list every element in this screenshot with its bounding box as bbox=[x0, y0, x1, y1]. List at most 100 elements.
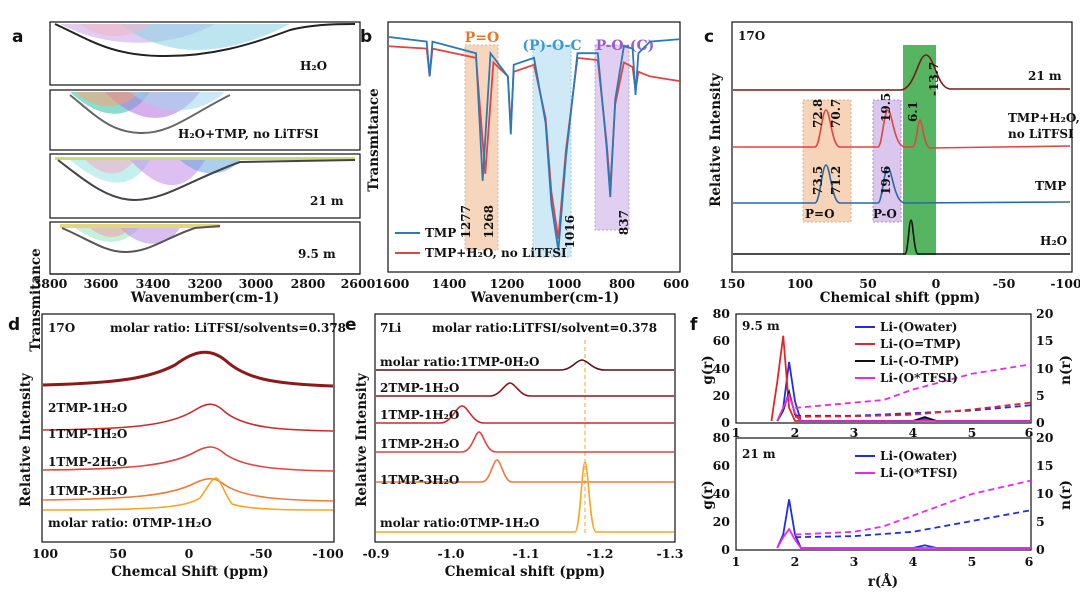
ytick: 20 bbox=[1036, 430, 1054, 445]
panel-a-sub2-envelope bbox=[69, 94, 231, 135]
panel-e-trace-2 bbox=[376, 405, 674, 424]
panel-e-trace-label: molar ratio:1TMP-0H₂O bbox=[380, 355, 539, 369]
panel-b-ylabel: Transmitance bbox=[366, 88, 382, 191]
panel-c-xtick: 50 bbox=[859, 276, 877, 291]
ytick: 40 bbox=[713, 361, 731, 376]
panel-d-note: molar ratio: LiTFSI/solvents=0.378 bbox=[110, 321, 346, 335]
panel-e-trace-label: 1TMP-1H₂O bbox=[380, 408, 459, 422]
panel-a-xtick: 3400 bbox=[136, 276, 171, 291]
panel-d-trace-0tmp bbox=[42, 477, 334, 511]
panel-e-frame bbox=[374, 313, 676, 543]
panel-b-xlabel: Wavenumber(cm-1) bbox=[470, 290, 620, 306]
xtick: 2 bbox=[791, 425, 800, 440]
panel-d-xlabel: Chemcal Shift (ppm) bbox=[111, 564, 269, 580]
panel-f-top-yticks-left: 0 20 40 60 80 bbox=[713, 306, 731, 430]
panel-b-peak: 837 bbox=[617, 210, 631, 235]
panel-a-xtick: 3600 bbox=[84, 276, 119, 291]
panel-b-lines bbox=[388, 36, 680, 251]
panel-f-top-ylabel-right: n(r) bbox=[1058, 355, 1074, 385]
panel-b-xtick: 1600 bbox=[375, 276, 410, 291]
ytick: 40 bbox=[713, 486, 731, 501]
panel-e-xtick: -1.2 bbox=[587, 546, 614, 561]
panel-f-series-6 bbox=[794, 363, 1032, 409]
ytick: 5 bbox=[1036, 388, 1045, 403]
ytick: 0 bbox=[1036, 542, 1045, 557]
xtick: 6 bbox=[1025, 554, 1034, 569]
panel-b-series-tmp bbox=[388, 36, 680, 251]
panel-a-sub1-frame bbox=[49, 21, 361, 86]
xtick: 1 bbox=[732, 554, 741, 569]
panel-f-series-3 bbox=[776, 392, 1031, 422]
panel-e-xtick: -1.0 bbox=[438, 546, 465, 561]
panel-b: b Transmitance P=O (P)-O-C P-O-(C) 1277 … bbox=[360, 21, 689, 306]
panel-c-trace-label: H₂O bbox=[1040, 234, 1067, 248]
panel-b-peak: 1016 bbox=[563, 215, 577, 248]
panel-c-xtick: 150 bbox=[719, 276, 745, 291]
panel-c-trace-h2o bbox=[733, 219, 1070, 255]
ytick: 15 bbox=[1036, 333, 1053, 348]
ytick: 15 bbox=[1036, 458, 1053, 473]
panel-d-trace-label: molar ratio: 0TMP-1H₂O bbox=[48, 516, 212, 530]
panel-a-ylabel: Transmitance bbox=[28, 248, 44, 351]
panel-d-frame bbox=[41, 313, 335, 543]
panel-b-legend-label: TMP+H₂O, no LiTFSI bbox=[425, 246, 567, 260]
panel-f-xlabel: r(Å) bbox=[868, 574, 898, 590]
panel-c-trace-label: TMP bbox=[1035, 179, 1066, 193]
ytick: 80 bbox=[713, 306, 731, 321]
xtick: 3 bbox=[850, 425, 859, 440]
panel-a-sub4-envelope bbox=[61, 225, 221, 254]
legend-label: Li-(O*TFSI) bbox=[880, 371, 958, 385]
ytick: 60 bbox=[713, 333, 731, 348]
panel-f-bottom-label: 21 m bbox=[742, 447, 776, 461]
panel-a-xtick: 3000 bbox=[239, 276, 274, 291]
panel-b-xtick: 1400 bbox=[432, 276, 467, 291]
panel-e-xticks: -0.9 -1.0 -1.1 -1.2 -1.3 bbox=[363, 546, 684, 561]
panel-b-band-poc bbox=[532, 44, 572, 258]
panel-e-xtick: -1.1 bbox=[513, 546, 540, 561]
panel-e-trace-label: 1TMP-2H₂O bbox=[380, 437, 459, 451]
ytick: 60 bbox=[713, 458, 731, 473]
panel-e-letter: e bbox=[345, 315, 357, 335]
panel-f-bottom-frame bbox=[735, 437, 1032, 551]
panel-d: d Relative Intensity 17O molar ratio: Li… bbox=[8, 313, 346, 580]
panel-a-sub1-envelope bbox=[54, 23, 356, 58]
panel-c-peak: 73.5 bbox=[811, 166, 825, 195]
xtick: 1 bbox=[732, 425, 741, 440]
panel-e-trace-0 bbox=[376, 359, 674, 371]
ytick: 80 bbox=[713, 430, 731, 445]
panel-b-band-label: (P)-O-C bbox=[522, 38, 581, 54]
xtick: 2 bbox=[791, 554, 800, 569]
panel-c-xtick: 0 bbox=[932, 276, 941, 291]
panel-e-note: molar ratio:LiTFSI/solvent=0.378 bbox=[432, 321, 657, 335]
panel-d-trace-2tmp bbox=[42, 350, 334, 388]
panel-d-trace-label: 2TMP-1H₂O bbox=[48, 401, 127, 415]
legend-label: Li-(Owater) bbox=[880, 320, 957, 334]
ytick: 10 bbox=[1036, 486, 1054, 501]
panel-a-sub1-fill bbox=[60, 24, 290, 50]
xtick: 4 bbox=[909, 554, 918, 569]
panel-c-trace-21m bbox=[733, 54, 1070, 91]
panel-d-trace-1tmp2h bbox=[42, 446, 334, 472]
panel-d-xtick: 50 bbox=[109, 546, 127, 561]
panel-a-xtick: 2800 bbox=[291, 276, 326, 291]
panel-b-band-label: P=O bbox=[465, 30, 499, 46]
panel-a-sub4-label: 9.5 m bbox=[298, 247, 336, 261]
panel-c-xtick: 100 bbox=[787, 276, 813, 291]
panel-f-bottom-plot bbox=[776, 479, 1032, 549]
panel-a-xticks: 3800 3600 3400 3200 3000 2800 2600 bbox=[33, 276, 376, 291]
panel-d-xtick: 0 bbox=[185, 546, 194, 561]
panel-f-top-ylabel-left: g(r) bbox=[700, 355, 716, 384]
panel-f-series-1 bbox=[776, 527, 1031, 549]
panel-c-letter: c bbox=[704, 27, 714, 47]
panel-e-xlabel: Chemical shift (ppm) bbox=[445, 564, 606, 580]
panel-c-xticks: 150 100 50 0 -50 -100 bbox=[719, 276, 1080, 291]
panel-a-xtick: 3800 bbox=[33, 276, 68, 291]
panel-e-trace-1 bbox=[376, 382, 674, 397]
panel-c-nucleus: 17O bbox=[738, 29, 765, 43]
panel-e-trace-label: 1TMP-3H₂O bbox=[380, 473, 459, 487]
panel-c-trace-label: 21 m bbox=[1028, 69, 1062, 83]
panel-d-trace-1tmp3h bbox=[42, 477, 334, 502]
panel-d-trace-label: 1TMP-3H₂O bbox=[48, 484, 127, 498]
panel-f-top-yticks-right: 0 5 10 15 20 bbox=[1036, 306, 1054, 430]
panel-b-letter: b bbox=[360, 27, 372, 47]
